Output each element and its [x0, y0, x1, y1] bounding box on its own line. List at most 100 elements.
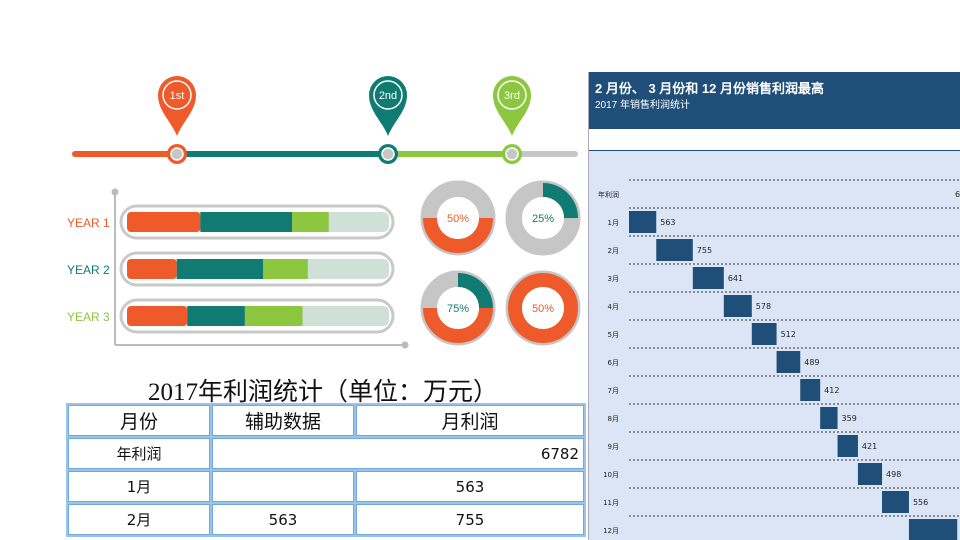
data-label: 512	[781, 330, 796, 339]
category-label: 1月	[608, 219, 619, 227]
data-label: 578	[756, 302, 771, 311]
data-label: 641	[728, 274, 743, 283]
cell-month[interactable]: 2月	[68, 504, 210, 535]
category-label: 8月	[608, 415, 619, 423]
waterfall-bar	[723, 295, 752, 317]
data-label: 421	[862, 442, 877, 451]
profit-table: 月份 辅助数据 月利润 年利润 6782 1月 563 2月 563 755	[66, 403, 586, 537]
year-label: YEAR 2	[67, 263, 110, 277]
infographic: 1st 2nd 3rd YEAR 1 YEAR 2 YEAR 3 50% 25% 75% 50%	[67, 76, 581, 349]
axis-dot	[111, 188, 119, 196]
waterfall-bar	[882, 491, 909, 513]
year-bar-segment	[200, 212, 293, 232]
waterfall-bar	[629, 211, 657, 233]
donut-arc	[542, 183, 578, 219]
table-header-row: 月份 辅助数据 月利润	[68, 405, 584, 436]
panel-header: 2 月份、 3 月份和 12 月份销售利润最高 2017 年销售利润统计	[589, 72, 960, 128]
waterfall-bar	[837, 435, 858, 457]
category-label: 4月	[608, 303, 619, 311]
category-label: 6月	[608, 359, 619, 367]
timeline-node-inner	[381, 147, 395, 161]
donut-hole	[437, 197, 479, 239]
year-bar-segment	[127, 259, 177, 279]
cell-profit[interactable]: 6782	[212, 438, 584, 469]
data-label: 563	[660, 218, 675, 227]
donut-label: 25%	[532, 213, 554, 225]
header-helper[interactable]: 辅助数据	[212, 405, 354, 436]
year-bar-segment	[292, 212, 329, 232]
donut-arc	[508, 273, 578, 343]
donut-label: 75%	[447, 303, 469, 315]
category-label: 11月	[603, 499, 619, 507]
header-profit[interactable]: 月利润	[356, 405, 584, 436]
cell-helper[interactable]	[212, 471, 354, 502]
waterfall-bar	[820, 407, 838, 429]
donut-hole	[437, 287, 479, 329]
panel-band	[589, 128, 960, 151]
donut-hole	[522, 197, 564, 239]
waterfall-bar	[908, 519, 958, 540]
waterfall-bar	[751, 323, 777, 345]
year-label: YEAR 1	[67, 216, 110, 230]
pin-label: 3rd	[504, 90, 520, 102]
category-label: 年利润	[598, 190, 619, 199]
donut-label: 50%	[447, 213, 469, 225]
pin-label: 1st	[170, 90, 185, 102]
category-label: 10月	[603, 471, 619, 479]
year-bar-segment	[244, 306, 303, 326]
waterfall-bar	[692, 267, 724, 289]
table-row: 2月 563 755	[68, 504, 584, 535]
year-bar-segment	[127, 212, 201, 232]
cell-helper[interactable]: 563	[212, 504, 354, 535]
data-label: 489	[804, 358, 819, 367]
cell-month[interactable]: 1月	[68, 471, 210, 502]
category-label: 3月	[608, 275, 619, 283]
pin-ring	[162, 80, 192, 110]
category-label: 7月	[608, 387, 619, 395]
donut-arc	[423, 307, 493, 343]
data-label: 412	[824, 386, 839, 395]
pin-ring	[497, 80, 527, 110]
donut-label: 50%	[532, 303, 554, 315]
cell-profit[interactable]: 563	[356, 471, 584, 502]
waterfall-chart: 年利润 6782 1月 563 2月 755 3月 641 4月 578 5月 512 6月 489 7月 4…	[598, 179, 960, 540]
timeline-node-inner	[505, 147, 519, 161]
map-pin-icon	[158, 76, 196, 136]
table-row: 年利润 6782	[68, 438, 584, 469]
table-row: 1月 563	[68, 471, 584, 502]
axis-dot	[401, 341, 409, 349]
table-title: 2017年利润统计（单位：万元）	[147, 379, 498, 406]
panel-subtitle: 2017 年销售利润统计	[595, 100, 691, 111]
year-label: YEAR 3	[67, 310, 110, 324]
data-label: 755	[697, 246, 712, 255]
pin-ring	[373, 80, 403, 110]
donut-arc	[457, 273, 493, 309]
header-month[interactable]: 月份	[68, 405, 210, 436]
year-bar-segment	[127, 306, 188, 326]
timeline-node-inner	[170, 147, 184, 161]
category-label: 2月	[608, 247, 619, 255]
donut-arc	[423, 217, 493, 253]
pin-label: 2nd	[379, 90, 397, 102]
panel-title: 2 月份、 3 月份和 12 月份销售利润最高	[595, 81, 824, 96]
year-bar-segment	[187, 306, 245, 326]
waterfall-bar	[776, 351, 801, 373]
donut-hole	[522, 287, 564, 329]
data-label: 556	[913, 498, 928, 507]
year-bar-segment	[263, 259, 308, 279]
category-label: 12月	[603, 527, 619, 535]
category-label: 9月	[608, 443, 619, 451]
year-bar-segment	[176, 259, 264, 279]
waterfall-bar	[800, 379, 821, 401]
cell-profit[interactable]: 755	[356, 504, 584, 535]
category-label: 5月	[608, 331, 619, 339]
waterfall-bar	[857, 463, 883, 485]
waterfall-bar	[656, 239, 693, 261]
chart-panel: 2 月份、 3 月份和 12 月份销售利润最高 2017 年销售利润统计 年利润…	[588, 72, 960, 540]
cell-month[interactable]: 年利润	[68, 438, 210, 469]
map-pin-icon	[369, 76, 407, 136]
data-label: 6782	[955, 190, 960, 199]
data-label: 498	[886, 470, 901, 479]
data-label: 359	[842, 414, 857, 423]
map-pin-icon	[493, 76, 531, 136]
